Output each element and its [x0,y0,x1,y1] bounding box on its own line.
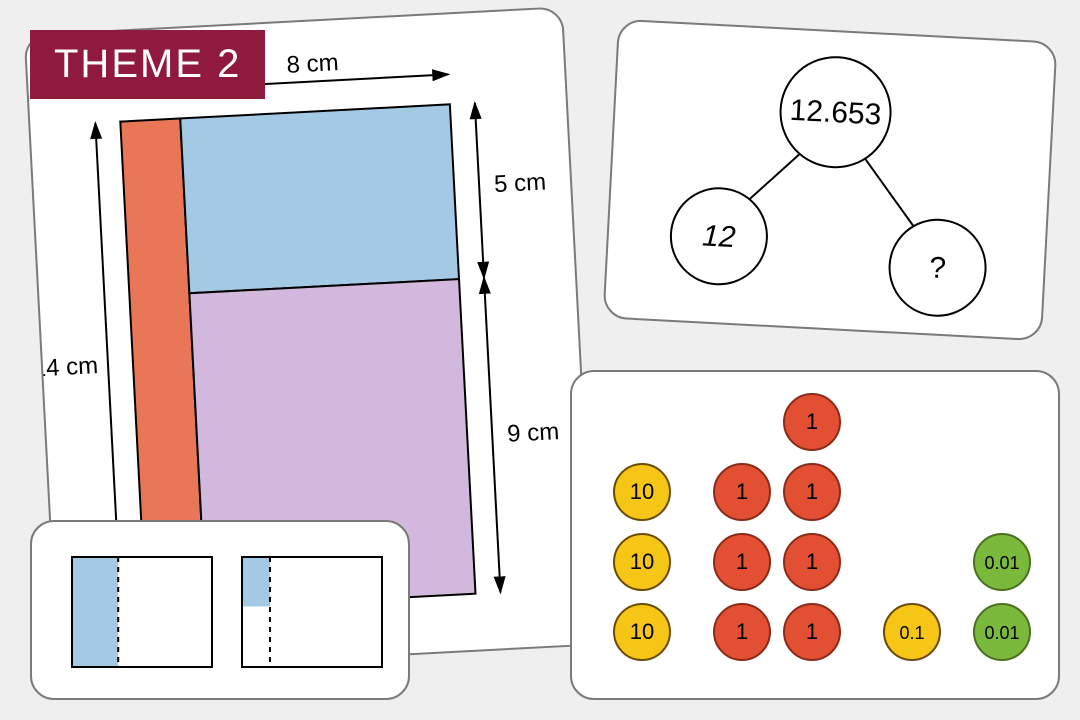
counter-label: 10 [630,619,654,644]
dim-left: 14 cm [32,352,99,382]
card-fractions [30,520,410,700]
dim-top: 8 cm [286,49,339,79]
counter-label: 1 [736,549,748,574]
fractions-diagram [32,522,412,702]
counter-label: 1 [736,479,748,504]
tree-diagram: 12.653 12 ? [604,21,1059,344]
counter-label: 0.1 [899,623,924,643]
counters-diagram: 1 10 1 1 10 1 1 0.01 10 1 1 0.1 0.01 [572,372,1062,702]
theme-badge: THEME 2 [30,30,265,99]
dim-right-lower: 9 cm [506,418,559,448]
counter-label: 1 [806,409,818,434]
counter-label: 1 [806,479,818,504]
card-tree: 12.653 12 ? [602,19,1057,342]
counter-label: 0.01 [984,553,1019,573]
tree-right: ? [928,251,946,285]
fraction-fill [72,557,118,667]
counter-label: 10 [630,479,654,504]
counter-label: 0.01 [984,623,1019,643]
fraction-fill [242,557,270,607]
counter-label: 1 [806,549,818,574]
card-counters: 1 10 1 1 10 1 1 0.01 10 1 1 0.1 0.01 [570,370,1060,700]
tree-left: 12 [701,219,736,254]
counter-label: 1 [736,619,748,644]
theme-badge-label: THEME 2 [54,42,241,86]
counter-label: 1 [806,619,818,644]
tree-root: 12.653 [789,94,882,132]
dim-right-upper: 5 cm [493,168,546,198]
counter-label: 10 [630,549,654,574]
